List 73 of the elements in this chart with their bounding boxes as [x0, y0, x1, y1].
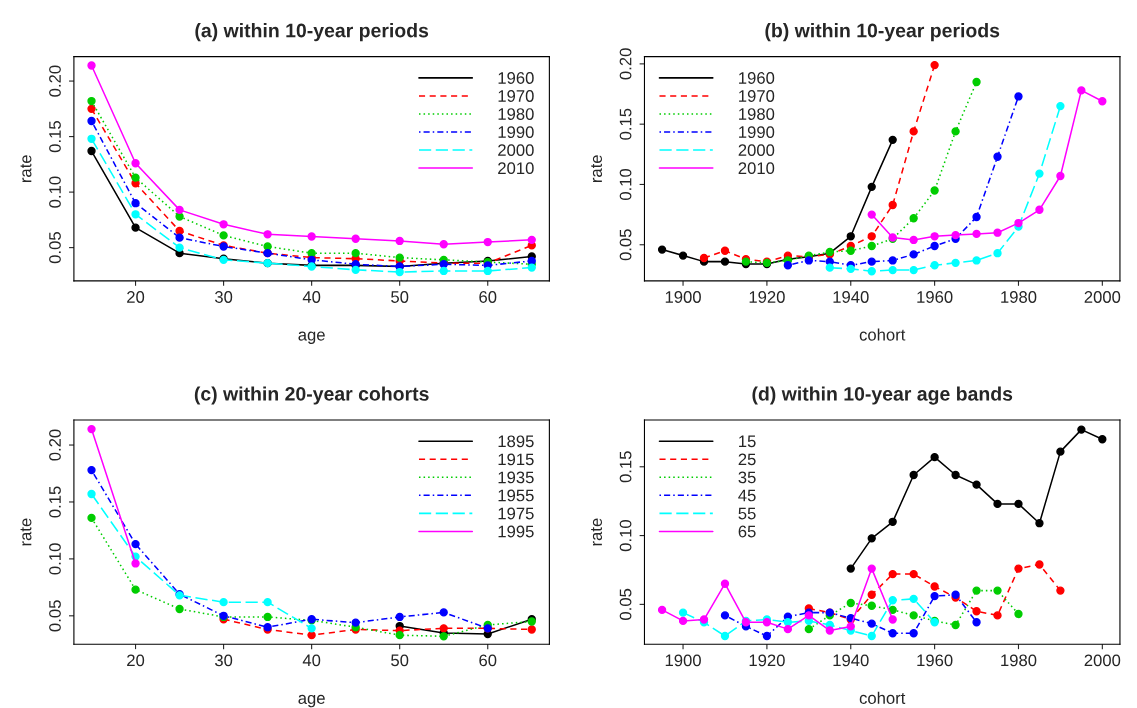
legend-label: 1935: [498, 471, 534, 484]
x-tick-label: 50: [391, 291, 409, 303]
x-axis-title: cohort: [859, 691, 906, 704]
y-tick-label: 0.20: [49, 429, 61, 461]
y-tick-label: 0.20: [619, 48, 632, 80]
legend-label: 65: [738, 525, 756, 538]
x-tick-label: 1900: [665, 291, 701, 303]
y-tick-label: 0.15: [619, 108, 632, 140]
x-axis-title: cohort: [859, 328, 906, 341]
y-axis-title: rate: [591, 155, 603, 183]
y-tick-label: 0.05: [49, 232, 61, 264]
x-axis-title: age: [298, 331, 325, 344]
x-tick-label: 20: [127, 291, 145, 303]
legend-label: 1970: [739, 90, 775, 102]
y-tick-label: 0.10: [619, 520, 632, 552]
legend-label: 1980: [739, 108, 775, 120]
y-tick-label: 0.15: [49, 121, 61, 153]
x-tick-label: 1980: [1001, 654, 1037, 667]
x-tick-label: 1900: [665, 654, 701, 667]
x-tick-label: 2000: [1084, 654, 1121, 667]
y-tick-label: 0.10: [49, 543, 61, 575]
legend-label: 1895: [498, 435, 534, 448]
legend-label: 1960: [739, 72, 775, 84]
x-tick-label: 30: [214, 291, 233, 303]
x-tick-label: 30: [214, 654, 233, 667]
y-tick-label: 0.05: [619, 588, 632, 620]
y-tick-label: 0.05: [619, 229, 632, 261]
legend-label: 1960: [498, 72, 534, 84]
x-tick-label: 1920: [749, 654, 785, 667]
x-tick-label: 1960: [917, 291, 953, 303]
legend-label: 1990: [739, 126, 775, 138]
legend-label: 2010: [738, 162, 775, 175]
y-tick-label: 0.10: [619, 168, 632, 201]
y-axis-title: rate: [20, 155, 32, 183]
chart-title: (d) within 10-year age bands: [752, 386, 1013, 405]
x-tick-label: 1920: [749, 291, 785, 303]
chart-title: (c) within 20-year cohorts: [194, 386, 429, 405]
legend-label: 55: [738, 507, 756, 520]
x-tick-label: 1940: [833, 654, 869, 667]
legend-label: 1980: [498, 108, 534, 120]
legend-label: 1970: [498, 90, 534, 102]
y-tick-label: 0.20: [49, 65, 61, 97]
x-tick-label: 60: [479, 654, 497, 667]
y-tick-label: 0.15: [49, 486, 61, 518]
y-tick-label: 0.05: [49, 600, 61, 632]
x-tick-label: 50: [391, 654, 409, 667]
legend-label: 2000: [738, 144, 775, 157]
legend-label: 1975: [498, 507, 534, 520]
y-axis-title: rate: [20, 518, 32, 546]
legend-label: 15: [739, 435, 756, 448]
legend-label: 1995: [498, 525, 534, 538]
legend-label: 2000: [498, 144, 534, 157]
legend-label: 1990: [498, 126, 534, 138]
y-tick-label: 0.15: [619, 451, 632, 483]
y-axis-title: rate: [591, 518, 603, 546]
x-tick-label: 20: [127, 654, 145, 667]
legend-label: 1915: [498, 453, 534, 466]
x-tick-label: 1960: [917, 654, 953, 667]
legend-label: 2010: [498, 162, 534, 175]
x-tick-label: 60: [479, 291, 497, 303]
legend-label: 1955: [498, 489, 534, 502]
x-tick-label: 1940: [833, 291, 869, 303]
x-tick-label: 40: [302, 291, 321, 303]
legend-label: 35: [738, 471, 756, 484]
chart-title: (b) within 10-year periods: [765, 23, 1000, 42]
x-tick-label: 40: [302, 654, 321, 667]
x-axis-title: age: [298, 694, 325, 708]
x-tick-label: 1980: [1001, 291, 1037, 303]
legend-label: 45: [738, 489, 756, 502]
y-tick-label: 0.10: [49, 176, 61, 208]
x-tick-label: 2000: [1084, 291, 1121, 303]
legend-label: 25: [738, 453, 756, 466]
chart-title: (a) within 10-year periods: [195, 23, 429, 42]
